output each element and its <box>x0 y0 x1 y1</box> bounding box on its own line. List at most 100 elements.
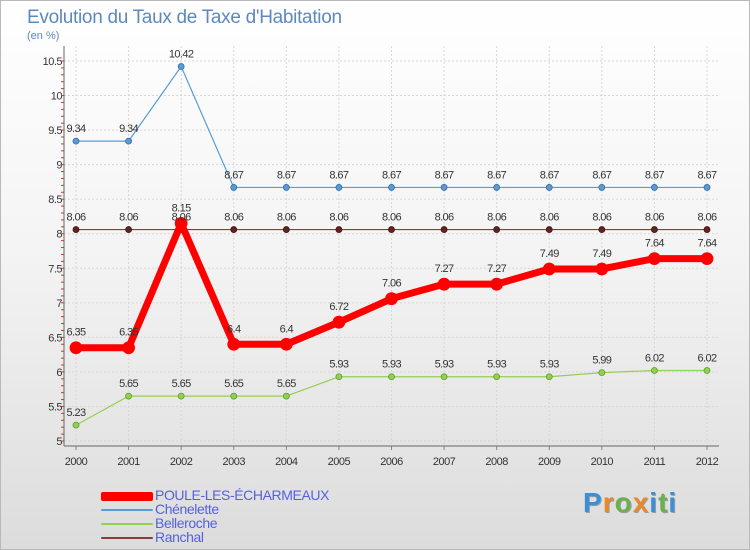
data-label: 8.06 <box>172 212 191 224</box>
legend-label-chenelette: Chénelette <box>155 501 219 517</box>
data-point <box>595 262 609 276</box>
legend-swatch-belleroche <box>101 523 153 525</box>
data-point <box>125 226 132 233</box>
data-point <box>493 373 501 381</box>
y-tick-label: 5 <box>56 436 62 448</box>
y-tick-label: 10.5 <box>43 56 63 68</box>
data-point <box>648 252 661 266</box>
data-label: 7.49 <box>592 248 611 260</box>
data-point <box>174 216 188 230</box>
data-label: 8.06 <box>382 212 401 224</box>
data-point <box>598 184 606 191</box>
data-label: 5.93 <box>540 359 559 371</box>
data-label: 8.67 <box>277 169 296 181</box>
data-point <box>651 226 658 233</box>
data-label: 8.67 <box>540 169 559 181</box>
data-point <box>598 369 606 377</box>
data-point <box>440 373 448 381</box>
y-tick-label: 6.5 <box>48 332 62 344</box>
data-label: 8.67 <box>382 169 401 181</box>
data-point <box>545 184 553 191</box>
y-tick-label: 7 <box>56 298 62 310</box>
data-point <box>230 184 238 191</box>
data-label: 5.93 <box>435 359 454 371</box>
data-label: 7.49 <box>540 248 559 260</box>
x-tick-label: 2002 <box>170 456 193 468</box>
x-tick-label: 2009 <box>538 456 561 468</box>
chart-title: Evolution du Taux de Taxe d'Habitation <box>27 7 342 28</box>
data-point <box>388 373 395 381</box>
legend-swatch-ranchal <box>101 537 153 539</box>
data-label: 8.67 <box>487 169 506 181</box>
data-label: 8.15 <box>172 202 191 214</box>
data-label: 7.64 <box>645 238 664 250</box>
data-label: 8.06 <box>487 212 506 224</box>
data-label: 5.99 <box>592 355 611 367</box>
data-label: 8.06 <box>119 212 138 224</box>
data-label: 6.02 <box>645 353 664 365</box>
data-point <box>282 392 290 400</box>
data-label: 8.06 <box>592 212 611 224</box>
data-label: 8.06 <box>66 212 85 224</box>
data-point <box>72 226 80 233</box>
data-point <box>598 226 606 233</box>
y-tick-label: 8.5 <box>48 194 62 206</box>
data-point <box>230 226 238 233</box>
data-label: 7.27 <box>435 263 454 275</box>
data-label: 5.65 <box>277 378 296 390</box>
data-point <box>545 226 553 233</box>
data-label: 6.35 <box>119 327 138 339</box>
data-label: 8.67 <box>224 169 243 181</box>
data-label: 9.34 <box>66 123 85 135</box>
data-point <box>279 337 293 351</box>
data-label: 5.23 <box>66 407 85 419</box>
y-tick-label: 6 <box>56 367 62 379</box>
data-point <box>230 392 238 400</box>
legend-swatch-chenelette <box>101 509 153 511</box>
y-tick-label: 7.5 <box>48 263 62 275</box>
logo-letter: P <box>583 487 603 518</box>
x-tick-label: 2011 <box>644 456 666 468</box>
x-tick-label: 2010 <box>591 456 614 468</box>
legend-label-belleroche: Belleroche <box>155 515 218 531</box>
logo-letter: o <box>614 487 633 518</box>
legend-label-poule: POULE-LES-ÉCHARMEAUX <box>155 487 330 503</box>
data-point <box>493 184 501 191</box>
y-tick-label: 5.5 <box>48 401 62 413</box>
data-label: 7.06 <box>382 278 401 290</box>
data-label: 7.27 <box>487 263 506 275</box>
data-label: 8.67 <box>697 169 716 181</box>
data-point <box>388 226 395 233</box>
data-label: 5.93 <box>382 359 401 371</box>
data-point <box>490 277 504 291</box>
data-point <box>651 184 658 191</box>
proxiti-logo: Proxiti <box>583 487 677 519</box>
x-tick-label: 2001 <box>117 456 140 468</box>
data-label: 6.4 <box>227 323 241 335</box>
data-point <box>122 341 135 355</box>
x-tick-label: 2000 <box>65 456 88 468</box>
logo-letter: r <box>602 487 615 518</box>
x-tick-label: 2008 <box>485 456 508 468</box>
data-point <box>388 184 395 191</box>
data-point <box>703 367 711 374</box>
data-point <box>545 373 553 381</box>
logo-letter: x <box>632 487 650 518</box>
data-point <box>335 226 343 233</box>
data-point <box>385 292 398 306</box>
data-point <box>440 226 448 233</box>
data-label: 8.06 <box>540 212 559 224</box>
data-label: 8.67 <box>645 169 664 181</box>
logo-letter: i <box>668 487 678 518</box>
x-tick-label: 2006 <box>380 456 403 468</box>
data-point <box>542 262 556 276</box>
data-label: 6.72 <box>329 301 348 313</box>
data-label: 8.06 <box>224 212 243 224</box>
data-point <box>703 184 711 191</box>
data-point <box>335 373 343 381</box>
data-point <box>69 341 83 355</box>
data-point <box>177 63 185 70</box>
y-tick-label: 8 <box>56 229 62 241</box>
